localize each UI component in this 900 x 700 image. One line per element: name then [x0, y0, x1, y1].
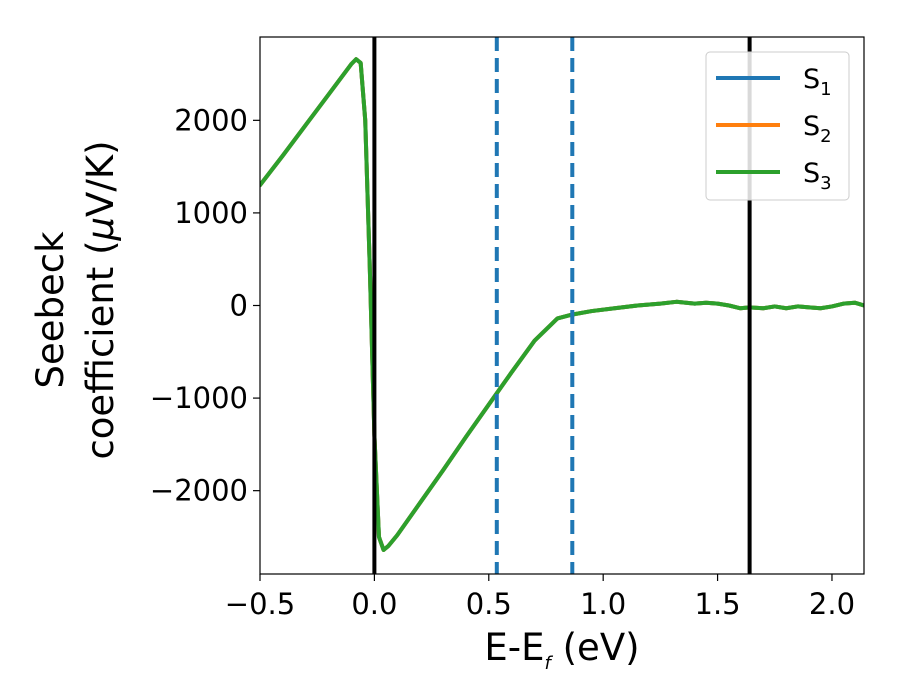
legend: S1 S2 S3 — [705, 51, 850, 201]
x-axis-label: E-Ef (eV) — [484, 626, 639, 674]
y-tick-label: 2000 — [174, 103, 248, 137]
y-axis-label-line1: Seebeck — [29, 231, 72, 389]
x-axis-ticks: −0.5 0.0 0.5 1.0 1.5 2.0 — [225, 574, 855, 621]
y-axis-label-line2: coefficient (μV/K) — [79, 140, 122, 459]
y-tick-label: −1000 — [150, 381, 248, 415]
y-axis-ticks: −2000 −1000 0 1000 2000 — [150, 103, 260, 508]
x-tick-label: −0.5 — [225, 587, 295, 621]
x-tick-label: 0.0 — [351, 587, 397, 621]
y-tick-label: −2000 — [150, 474, 248, 508]
y-tick-label: 0 — [230, 289, 248, 323]
legend-label-s3: S3 — [803, 158, 832, 194]
y-tick-label: 1000 — [174, 196, 248, 230]
legend-label-s2: S2 — [803, 111, 832, 147]
x-tick-label: 0.5 — [466, 587, 512, 621]
legend-label-s1: S1 — [803, 64, 832, 100]
x-tick-label: 2.0 — [809, 587, 855, 621]
x-tick-label: 1.0 — [580, 587, 626, 621]
x-tick-label: 1.5 — [695, 587, 741, 621]
